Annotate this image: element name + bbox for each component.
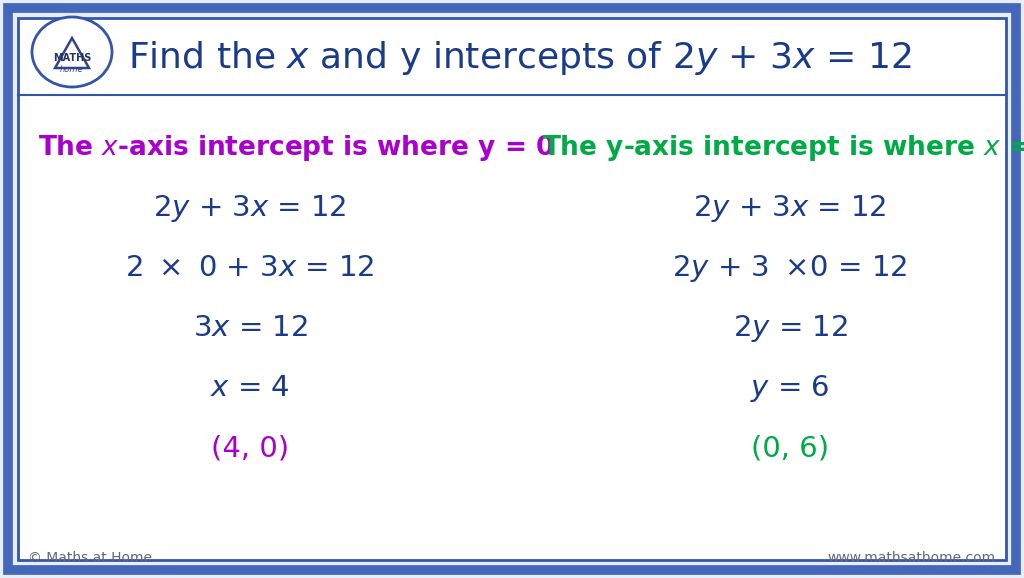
Text: $\it{y}$ = 6: $\it{y}$ = 6: [751, 372, 829, 403]
Text: $\it{x}$ = 4: $\it{x}$ = 4: [210, 374, 290, 402]
Text: $\it{2y}$ = 12: $\it{2y}$ = 12: [732, 313, 848, 343]
FancyBboxPatch shape: [18, 18, 1006, 560]
Text: MATHS: MATHS: [53, 53, 91, 63]
Text: home: home: [60, 65, 84, 75]
Text: The $\it{x}$-axis intercept is where y = 0: The $\it{x}$-axis intercept is where y =…: [38, 133, 554, 163]
Text: $\it{2y}$ + $\it{3x}$ = 12: $\it{2y}$ + $\it{3x}$ = 12: [693, 192, 887, 224]
Text: (4, 0): (4, 0): [211, 434, 289, 462]
Text: $\it{3x}$ = 12: $\it{3x}$ = 12: [193, 314, 307, 342]
Text: The y-axis intercept is where $\it{x}$ = 0: The y-axis intercept is where $\it{x}$ =…: [542, 133, 1024, 163]
Text: $\it{2y}$ + $3\ \times\!0$ = 12: $\it{2y}$ + $3\ \times\!0$ = 12: [673, 253, 907, 283]
Text: www.mathsathome.com: www.mathsathome.com: [827, 551, 996, 565]
Ellipse shape: [32, 17, 112, 87]
Text: $2\ \times\ 0$ + $\it{3x}$ = 12: $2\ \times\ 0$ + $\it{3x}$ = 12: [125, 254, 375, 282]
Text: Find the $\it{x}$ and y intercepts of $\it{2y}$ + $\it{3x}$ = 12: Find the $\it{x}$ and y intercepts of $\…: [128, 39, 911, 77]
Text: (0, 6): (0, 6): [751, 434, 829, 462]
Text: $\it{2y}$ + $\it{3x}$ = 12: $\it{2y}$ + $\it{3x}$ = 12: [154, 192, 347, 224]
Text: © Maths at Home: © Maths at Home: [28, 551, 152, 565]
FancyBboxPatch shape: [8, 8, 1016, 570]
